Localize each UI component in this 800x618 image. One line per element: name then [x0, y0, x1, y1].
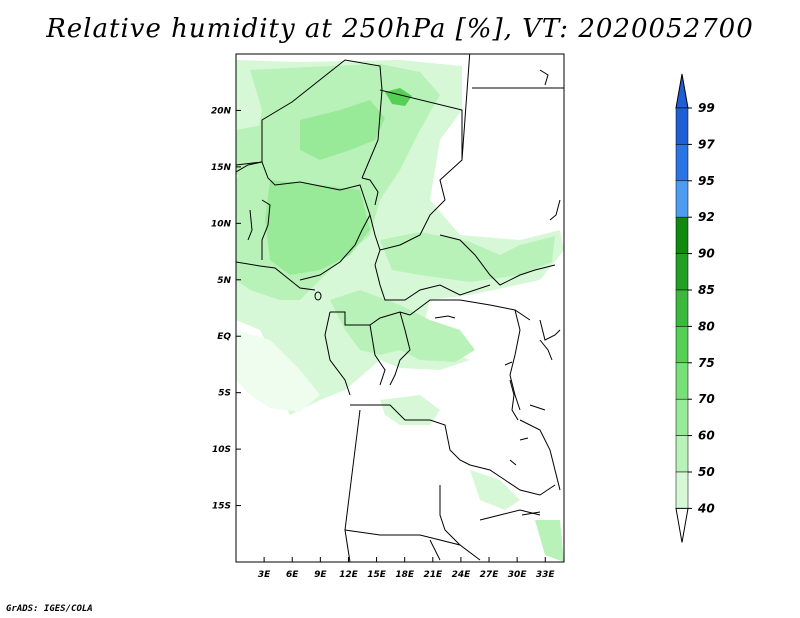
colorbar-segment: [675, 289, 689, 327]
colorbar-top-arrow: [675, 73, 689, 109]
lon-tick-label: 18E: [395, 570, 415, 580]
colorbar-label: 40: [697, 501, 715, 515]
colorbar-segment: [675, 435, 689, 473]
colorbar-label: 97: [698, 137, 715, 151]
colorbar-segment: [675, 471, 689, 509]
map-frame: [235, 53, 565, 563]
lon-tick-label: 6E: [286, 570, 299, 580]
colorbar-segment: [675, 216, 689, 254]
lakes: [314, 291, 553, 516]
colorbar-label: 90: [698, 247, 715, 261]
lon-axis: 3E 6E 9E 12E 15E 18E 21E 24E 27E 30E 33E: [258, 557, 556, 580]
lon-tick-label: 3E: [258, 570, 271, 580]
lon-tick-label: 9E: [314, 570, 327, 580]
lon-tick-label: 30E: [508, 570, 528, 580]
humidity-shading: [236, 60, 564, 562]
lat-tick-label: 20N: [211, 106, 232, 116]
lat-tick-label: EQ: [217, 332, 231, 342]
lon-tick-label: 27E: [480, 570, 500, 580]
colorbar-label: 92: [698, 210, 715, 224]
lon-tick-label: 24E: [452, 570, 472, 580]
colorbar-segment: [675, 180, 689, 218]
colorbar-segment: [675, 107, 689, 145]
colorbar-bottom-arrow: [675, 507, 689, 543]
colorbar-segment: [675, 362, 689, 400]
colorbar-segment: [675, 398, 689, 436]
colorbar-segment: [675, 144, 689, 182]
lon-tick-label: 15E: [367, 570, 387, 580]
colorbar-label: 75: [698, 356, 715, 370]
colorbar-segment: [675, 326, 689, 364]
lat-tick-label: 10S: [212, 445, 231, 455]
colorbar-label: 85: [698, 283, 715, 297]
lon-tick-label: 33E: [536, 570, 556, 580]
colorbar-label: 80: [698, 319, 715, 333]
colorbar-segment: [675, 253, 689, 291]
lon-tick-label: 12E: [339, 570, 359, 580]
lat-tick-label: 5N: [217, 276, 231, 286]
colorbar-label: 70: [698, 392, 715, 406]
lat-tick-label: 10N: [211, 219, 232, 229]
colorbar-label: 95: [698, 174, 715, 188]
colorbar-label: 99: [698, 101, 715, 115]
lat-tick-label: 5S: [218, 389, 231, 399]
lon-tick-label: 21E: [423, 570, 443, 580]
chart-title: Relative humidity at 250hPa [%], VT: 202…: [46, 14, 754, 44]
grads-credit: GrADS: IGES/COLA: [6, 604, 93, 614]
colorbar-label: 60: [698, 429, 715, 443]
colorbar-label: 50: [698, 465, 715, 479]
lat-tick-label: 15S: [212, 502, 231, 512]
colorbar: 99 97 95 92 90 85 80 75 70 60 50 40: [675, 73, 715, 543]
country-borders: [236, 54, 564, 562]
lat-tick-label: 15N: [211, 163, 232, 173]
lat-axis: 20N 15N 10N 5N EQ 5S 10S 15S: [211, 106, 241, 512]
